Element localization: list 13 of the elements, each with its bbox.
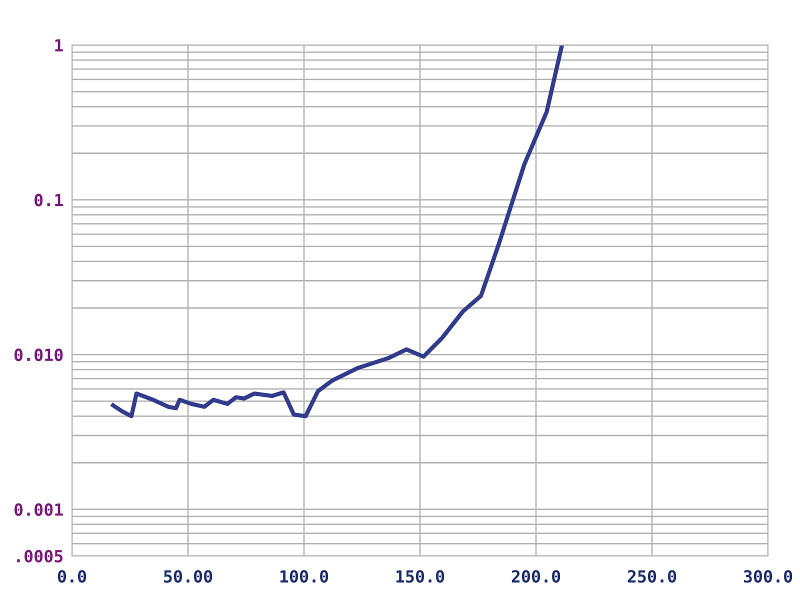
y-tick-label: 0.001 bbox=[14, 503, 63, 516]
x-tick-label: 50.00 bbox=[164, 570, 212, 583]
y-tick-label: 0.1 bbox=[34, 194, 63, 206]
y-tick-label: 1 bbox=[55, 39, 63, 52]
x-tick-label: 250.0 bbox=[628, 570, 676, 583]
y-tick-label: .0005 bbox=[17, 550, 63, 562]
line-series bbox=[110, 45, 564, 418]
y-tick-label: 0.010 bbox=[14, 348, 63, 362]
x-tick-label: 100.0 bbox=[280, 570, 328, 583]
x-tick-label: 0.0 bbox=[58, 570, 86, 583]
x-tick-label: 150.0 bbox=[396, 570, 444, 583]
x-tick-label: 200.0 bbox=[512, 570, 560, 583]
x-tick-label: 300.0 bbox=[744, 570, 792, 583]
